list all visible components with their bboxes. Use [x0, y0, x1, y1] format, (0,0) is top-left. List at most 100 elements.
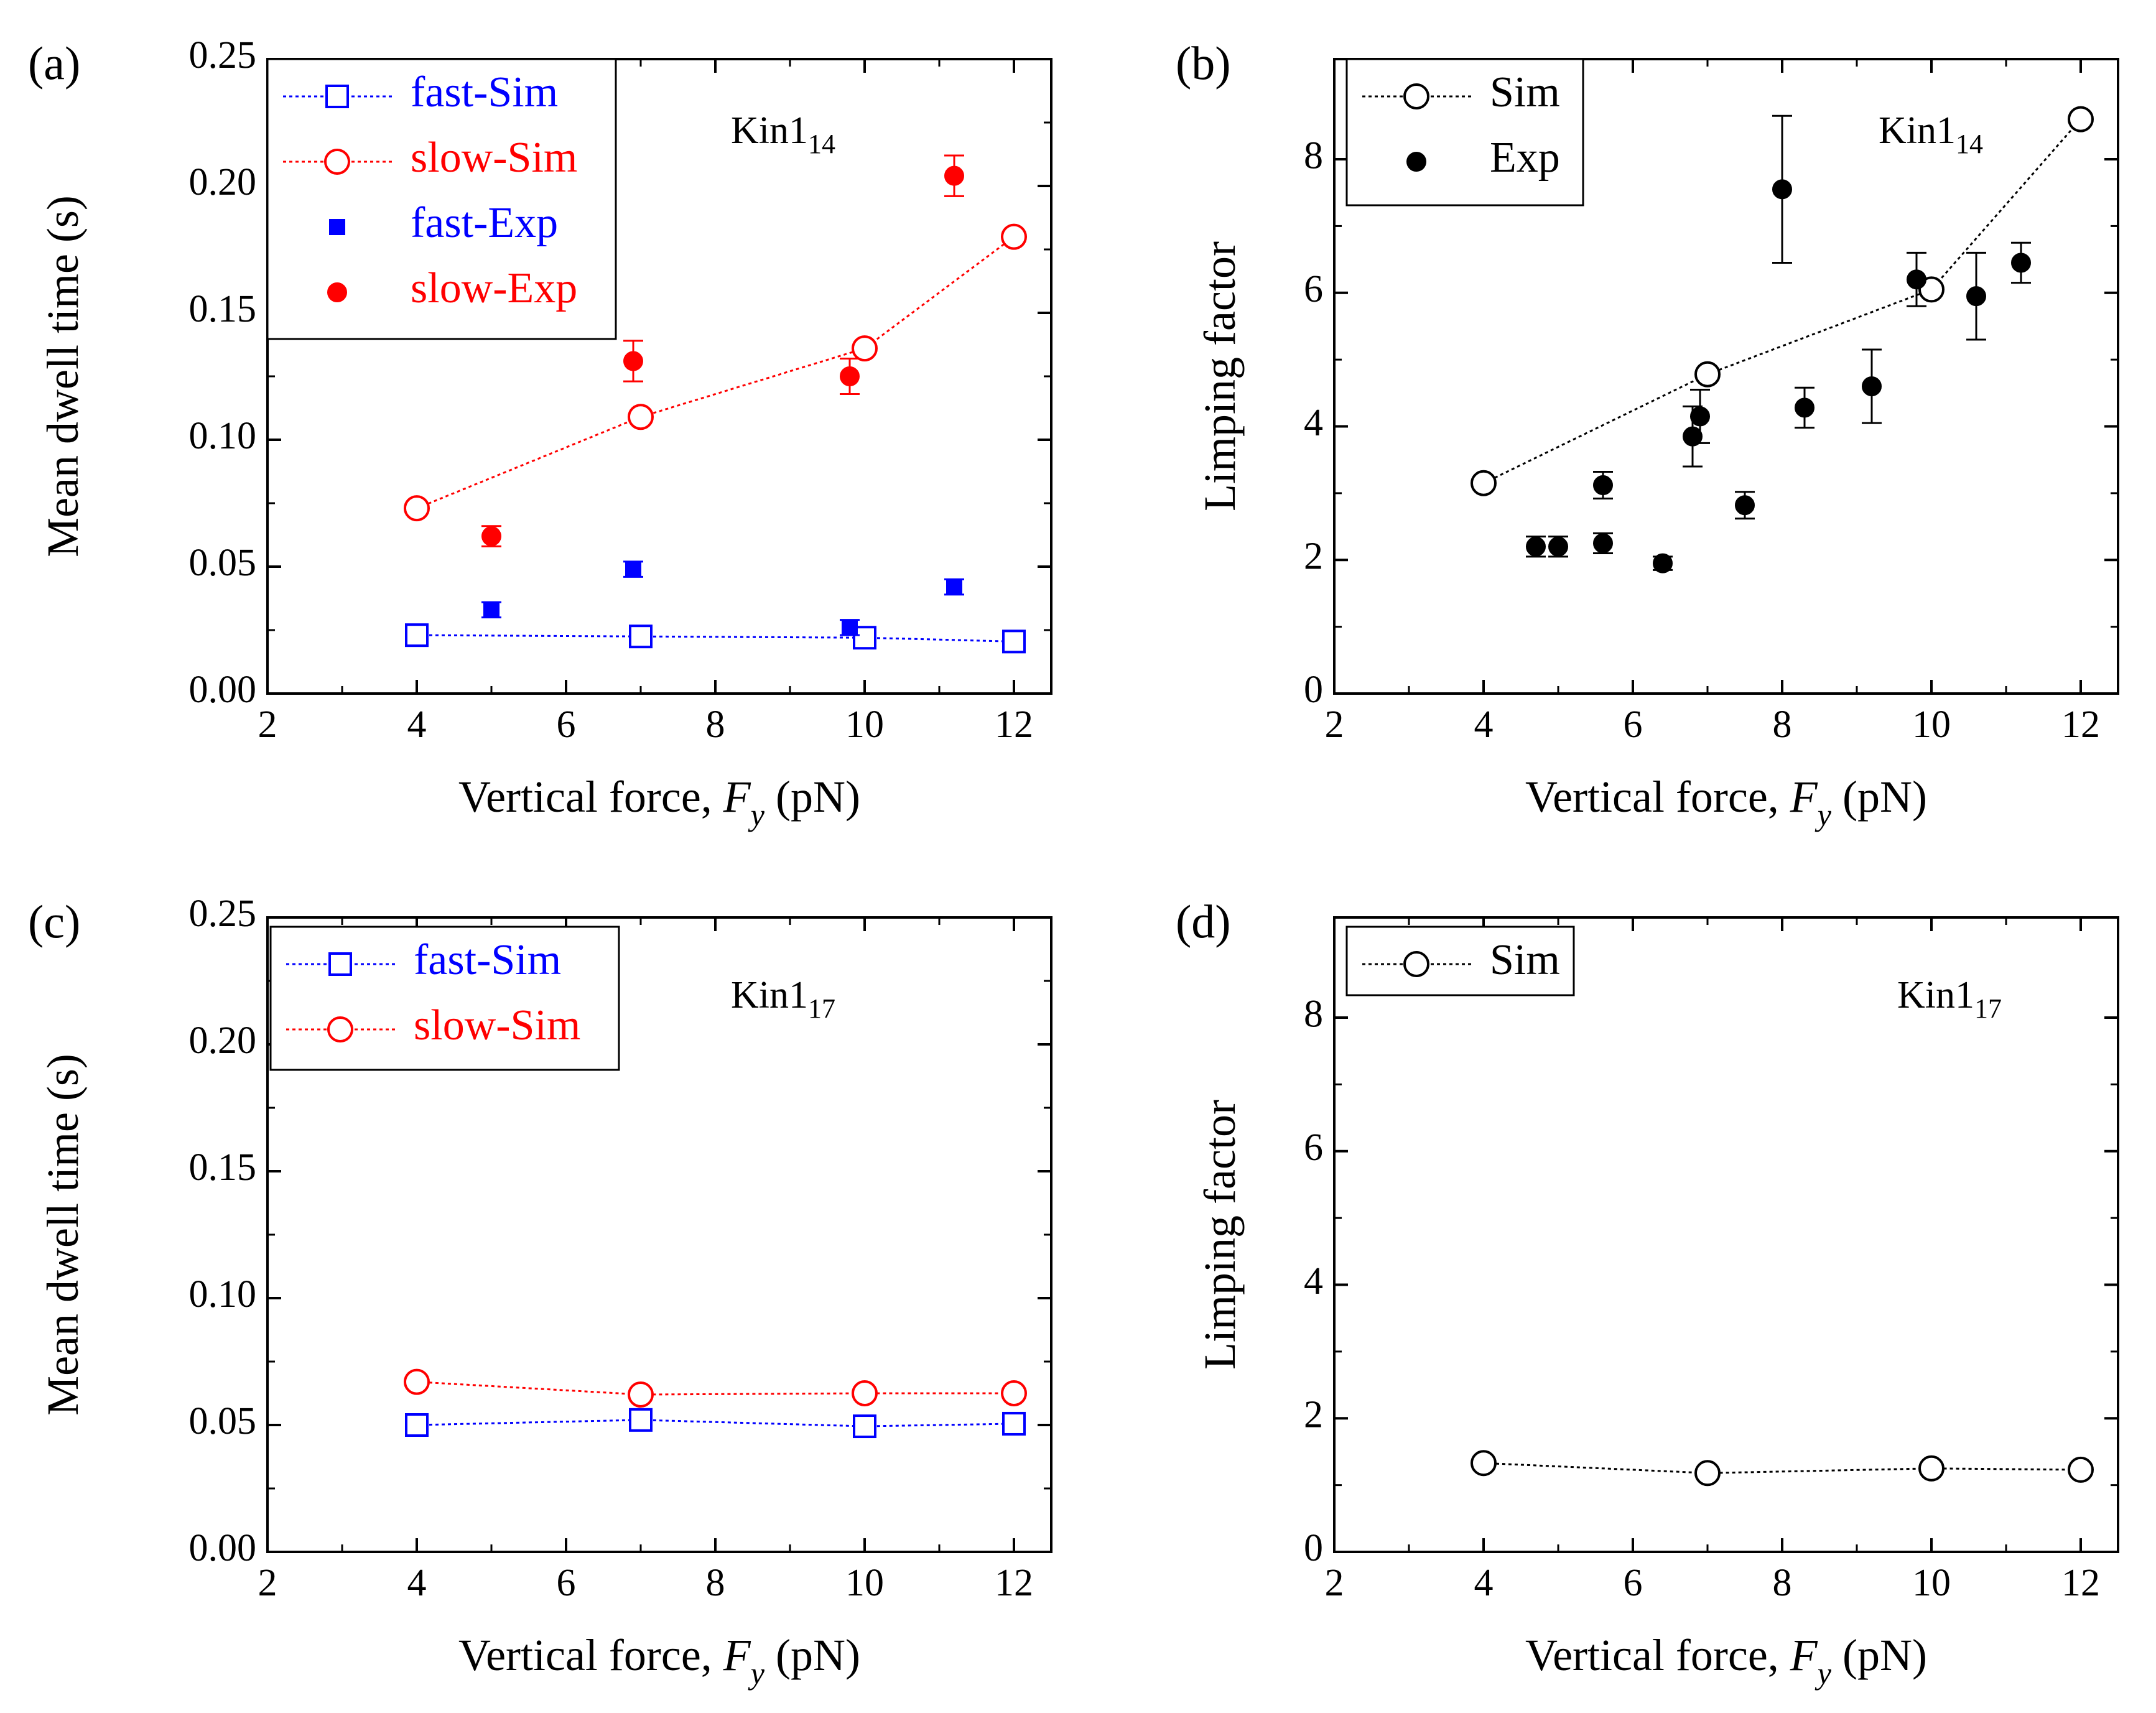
- data-point: [404, 495, 430, 522]
- y-tick-label: 0.25: [189, 34, 257, 77]
- legend-marker: [327, 282, 347, 302]
- y-tick-label: 8: [1304, 993, 1323, 1035]
- legend-label: Exp: [1490, 134, 1560, 182]
- panel-label: (a): [28, 37, 80, 90]
- legend-entry: Sim: [1362, 68, 1560, 116]
- legend-box: [1345, 926, 1575, 996]
- annotation-label: Kin117: [731, 974, 835, 1024]
- data-point: [944, 165, 964, 186]
- legend-label: fast-Sim: [414, 936, 561, 984]
- data-point: [946, 578, 962, 595]
- y-tick-label: 0.25: [189, 893, 257, 935]
- data-point: [1002, 1411, 1026, 1436]
- x-tick-label: 12: [2061, 1562, 2100, 1604]
- legend-label: fast-Exp: [411, 199, 558, 247]
- data-point: [2068, 1456, 2094, 1483]
- x-tick-label: 2: [1325, 1562, 1344, 1604]
- x-tick-label: 2: [1325, 703, 1344, 746]
- panel-label: (d): [1176, 896, 1231, 948]
- data-point: [625, 561, 641, 578]
- data-point: [2068, 106, 2094, 132]
- legend-label: slow-Exp: [411, 264, 577, 312]
- x-tick-label: 10: [845, 1562, 884, 1604]
- legend: fast-Sim slow-Sim fast-Exp slow-Exp: [266, 58, 617, 340]
- annotation-subscript: 14: [808, 129, 835, 159]
- legend-label: Sim: [1490, 936, 1560, 984]
- data-point: [1795, 397, 1814, 418]
- y-axis-label: Mean dwell time (s): [38, 195, 88, 557]
- legend-marker: [327, 1016, 353, 1042]
- y-tick-label: 0.05: [189, 1400, 257, 1442]
- data-point: [1001, 1380, 1027, 1406]
- panel-label: (c): [28, 896, 80, 948]
- x-axis-label-variable: F: [723, 772, 751, 822]
- series-fast-sim: [405, 1408, 1026, 1439]
- data-point: [483, 601, 500, 618]
- data-point: [623, 351, 643, 371]
- y-tick-label: 0.00: [189, 1527, 257, 1569]
- legend-box: [269, 926, 620, 1071]
- data-point: [1862, 376, 1882, 397]
- data-point: [405, 623, 429, 648]
- y-tick-label: 0.10: [189, 1273, 257, 1316]
- x-tick-label: 10: [845, 703, 884, 746]
- x-axis-label-unit: (pN): [764, 772, 860, 822]
- chart-panel-a: (a) 2 4 6 8 10 12 0.00 0.05 0.10 0.15 0.20 0.25 Verti…: [28, 34, 1052, 832]
- y-tick-label: 6: [1304, 268, 1323, 310]
- legend-marker: [328, 952, 352, 976]
- y-tick-label: 4: [1304, 402, 1323, 444]
- annotation-label: Kin114: [1879, 109, 1983, 159]
- legend-marker: [1406, 152, 1426, 172]
- legend-label: fast-Sim: [411, 68, 558, 116]
- y-axis-label: Limping factor: [1195, 241, 1245, 511]
- x-axis-label-text: Vertical force,: [458, 772, 723, 822]
- x-axis-label-variable: F: [1790, 1630, 1818, 1680]
- data-point: [852, 1380, 878, 1406]
- x-tick-label: 8: [706, 703, 725, 746]
- data-point: [853, 1414, 876, 1439]
- data-point: [1653, 553, 1673, 573]
- data-point: [1002, 629, 1026, 654]
- data-point: [2011, 253, 2031, 273]
- series-exp: [1526, 114, 2031, 573]
- x-tick-label: 6: [1624, 703, 1643, 746]
- y-tick-label: 0.20: [189, 161, 257, 203]
- data-point: [1471, 470, 1497, 496]
- y-tick-label: 0.20: [189, 1019, 257, 1062]
- y-tick-label: 2: [1304, 535, 1323, 577]
- x-tick-label: 8: [1773, 1562, 1792, 1604]
- legend-label: slow-Sim: [411, 134, 577, 182]
- x-tick-label: 4: [1474, 1562, 1494, 1604]
- x-axis-label-variable: F: [723, 1630, 751, 1680]
- x-tick-label: 6: [557, 703, 576, 746]
- x-axis-label-text: Vertical force,: [1525, 772, 1790, 822]
- y-axis-label: Mean dwell time (s): [38, 1054, 88, 1416]
- legend-entry: fast-Exp: [329, 199, 558, 247]
- annotation-subscript: 14: [1956, 129, 1983, 159]
- x-axis-label: Vertical force, Fy (pN): [458, 772, 860, 832]
- data-point: [1593, 533, 1613, 554]
- x-tick-label: 10: [1912, 1562, 1951, 1604]
- legend: fast-Sim slow-Sim: [269, 926, 620, 1071]
- data-point: [1690, 406, 1710, 427]
- series-slow-exp: [481, 154, 964, 547]
- x-axis-label-text: Vertical force,: [1525, 1630, 1790, 1680]
- data-point: [1593, 475, 1613, 496]
- legend-entry: fast-Sim: [283, 68, 558, 116]
- plot-frame: [1333, 916, 2119, 1553]
- legend-label: Sim: [1490, 68, 1560, 116]
- series-line: [416, 236, 1015, 509]
- series-line: [1483, 1462, 2081, 1474]
- chart-panel-c: (c) 2 4 6 8 10 12 0.00 0.05 0.10 0.15 0.20 0.25 Verti…: [28, 893, 1052, 1691]
- annotation-base: Kin1: [1897, 974, 1974, 1016]
- legend-entry: slow-Sim: [283, 134, 577, 182]
- data-point: [840, 366, 860, 386]
- data-point: [1548, 536, 1568, 557]
- annotation-base: Kin1: [731, 109, 808, 152]
- legend-label: slow-Sim: [414, 1001, 580, 1049]
- legend: Sim Exp: [1345, 58, 1584, 207]
- x-tick-label: 6: [1624, 1562, 1643, 1604]
- data-point: [405, 1413, 429, 1437]
